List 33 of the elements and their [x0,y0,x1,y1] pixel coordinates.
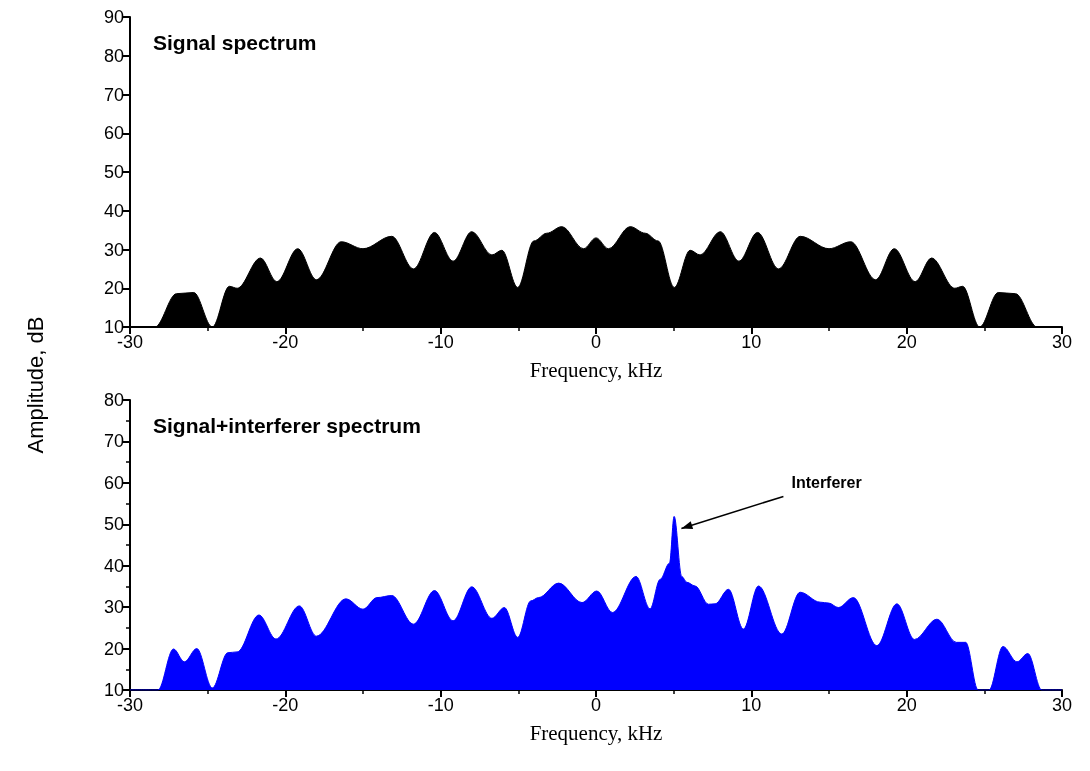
y-tick-label: 50 [103,514,124,535]
y-tick-label: 80 [103,390,124,410]
x-tick-label: 10 [741,695,762,715]
x-tick-label: 20 [896,695,917,715]
x-tick-label: -10 [427,695,454,715]
y-tick-label: 40 [103,200,124,221]
y-tick-label: 20 [103,278,124,299]
y-tick-label: 60 [103,123,124,144]
y-tick-label: 80 [103,45,124,66]
y-axis-title: Amplitude, dB [23,316,49,454]
text: Signal+interferer spectrum [153,414,421,437]
x-tick-label: 10 [741,332,762,352]
x-tick-label: -20 [272,332,299,352]
x-tick-label: 20 [896,332,917,352]
x-axis-title: Frequency, kHz [529,720,663,745]
y-tick-label: 50 [103,162,124,182]
y-tick-label: 20 [103,638,124,659]
x-tick-label: 30 [1051,695,1073,715]
text: Signal spectrum [153,31,317,54]
x-tick-label: 0 [590,332,602,352]
y-tick-label: 60 [103,472,124,493]
x-tick-label: 0 [590,695,602,715]
x-tick-label: -10 [427,332,454,352]
y-tick-label: 30 [103,239,124,260]
y-tick-label: 70 [103,431,124,452]
annotation: Interferer [791,473,862,491]
x-tick-label: 30 [1051,332,1073,352]
y-tick-label: 70 [103,84,124,105]
x-tick-label: -20 [272,695,299,715]
x-axis-title: Frequency, kHz [529,357,663,382]
y-tick-label: 30 [103,597,124,618]
y-tick-label: 40 [103,555,124,576]
y-tick-label: 90 [103,7,124,27]
